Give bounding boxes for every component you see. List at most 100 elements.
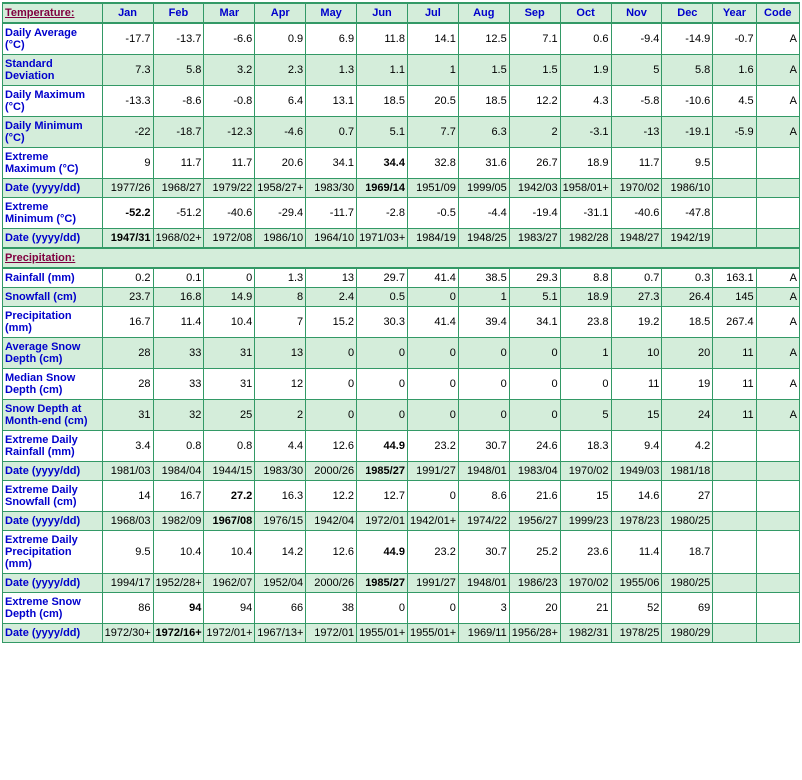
- column-header: Sep: [509, 3, 560, 23]
- cell: -12.3: [204, 117, 255, 148]
- cell: [756, 462, 799, 481]
- cell: 18.3: [560, 431, 611, 462]
- table-row: Average Snow Depth (cm)28333113000001102…: [3, 338, 800, 369]
- cell: 1972/01: [306, 624, 357, 643]
- cell: 21.6: [509, 481, 560, 512]
- cell: 12.6: [306, 431, 357, 462]
- cell: 5.8: [662, 55, 713, 86]
- cell: 4.4: [255, 431, 306, 462]
- row-label: Extreme Daily Snowfall (cm): [3, 481, 103, 512]
- cell: 11: [713, 400, 756, 431]
- table-row: Extreme Maximum (°C)911.711.720.634.134.…: [3, 148, 800, 179]
- cell: 0: [407, 400, 458, 431]
- cell: -51.2: [153, 198, 204, 229]
- cell: 30.3: [357, 307, 408, 338]
- cell: A: [756, 307, 799, 338]
- cell: [756, 531, 799, 574]
- table-row: Daily Average (°C)-17.7-13.7-6.60.96.911…: [3, 23, 800, 55]
- cell: 1985/27: [357, 462, 408, 481]
- cell: 1980/29: [662, 624, 713, 643]
- table-row: Extreme Daily Rainfall (mm)3.40.80.84.41…: [3, 431, 800, 462]
- cell: 1970/02: [560, 574, 611, 593]
- cell: 44.9: [357, 531, 408, 574]
- cell: 69: [662, 593, 713, 624]
- cell: 19.2: [611, 307, 662, 338]
- cell: 14.6: [611, 481, 662, 512]
- cell: 2.4: [306, 288, 357, 307]
- cell: [713, 531, 756, 574]
- table-row: Date (yyyy/dd)1972/30+1972/16+1972/01+19…: [3, 624, 800, 643]
- cell: 1999/23: [560, 512, 611, 531]
- cell: 27: [662, 481, 713, 512]
- cell: 1968/02+: [153, 229, 204, 249]
- cell: 1955/06: [611, 574, 662, 593]
- row-label: Rainfall (mm): [3, 268, 103, 288]
- cell: 14.1: [407, 23, 458, 55]
- row-label: Daily Maximum (°C): [3, 86, 103, 117]
- cell: 34.1: [306, 148, 357, 179]
- cell: 11: [713, 338, 756, 369]
- cell: 2: [509, 117, 560, 148]
- cell: 7.7: [407, 117, 458, 148]
- column-header: May: [306, 3, 357, 23]
- cell: 12.5: [458, 23, 509, 55]
- cell: 13: [306, 268, 357, 288]
- table-row: Date (yyyy/dd)1994/171952/28+1962/071952…: [3, 574, 800, 593]
- cell: 0.6: [560, 23, 611, 55]
- cell: 0: [509, 400, 560, 431]
- cell: 1980/25: [662, 574, 713, 593]
- cell: 163.1: [713, 268, 756, 288]
- cell: -47.8: [662, 198, 713, 229]
- row-label: Median Snow Depth (cm): [3, 369, 103, 400]
- cell: 0.9: [255, 23, 306, 55]
- cell: 12.2: [509, 86, 560, 117]
- cell: -0.5: [407, 198, 458, 229]
- column-header: Oct: [560, 3, 611, 23]
- cell: 29.3: [509, 268, 560, 288]
- cell: 8.6: [458, 481, 509, 512]
- cell: 11.7: [204, 148, 255, 179]
- cell: 30.7: [458, 531, 509, 574]
- cell: 41.4: [407, 307, 458, 338]
- cell: A: [756, 288, 799, 307]
- cell: 1976/15: [255, 512, 306, 531]
- row-label: Standard Deviation: [3, 55, 103, 86]
- cell: 1958/01+: [560, 179, 611, 198]
- cell: [713, 624, 756, 643]
- table-row: Extreme Snow Depth (cm)86949466380032021…: [3, 593, 800, 624]
- cell: -11.7: [306, 198, 357, 229]
- cell: 7.1: [509, 23, 560, 55]
- cell: 20.6: [255, 148, 306, 179]
- cell: 1955/01+: [407, 624, 458, 643]
- cell: [756, 593, 799, 624]
- cell: 1.9: [560, 55, 611, 86]
- cell: 0.5: [357, 288, 408, 307]
- cell: 11: [713, 369, 756, 400]
- cell: -10.6: [662, 86, 713, 117]
- cell: [713, 462, 756, 481]
- cell: 34.4: [357, 148, 408, 179]
- cell: 0.8: [204, 431, 255, 462]
- table-row: Extreme Daily Precipitation (mm)9.510.41…: [3, 531, 800, 574]
- cell: A: [756, 369, 799, 400]
- cell: 1984/04: [153, 462, 204, 481]
- cell: -5.8: [611, 86, 662, 117]
- cell: 12.7: [357, 481, 408, 512]
- cell: 28: [102, 369, 153, 400]
- cell: 0: [357, 369, 408, 400]
- table-row: Date (yyyy/dd)1947/311968/02+1972/081986…: [3, 229, 800, 249]
- cell: 1991/27: [407, 462, 458, 481]
- cell: 14: [102, 481, 153, 512]
- cell: 5: [560, 400, 611, 431]
- cell: 1958/27+: [255, 179, 306, 198]
- cell: 0.2: [102, 268, 153, 288]
- cell: -9.4: [611, 23, 662, 55]
- cell: 18.5: [357, 86, 408, 117]
- cell: 6.4: [255, 86, 306, 117]
- cell: 11: [611, 369, 662, 400]
- cell: A: [756, 55, 799, 86]
- cell: 1948/01: [458, 462, 509, 481]
- cell: A: [756, 23, 799, 55]
- cell: 0.3: [662, 268, 713, 288]
- cell: 1955/01+: [357, 624, 408, 643]
